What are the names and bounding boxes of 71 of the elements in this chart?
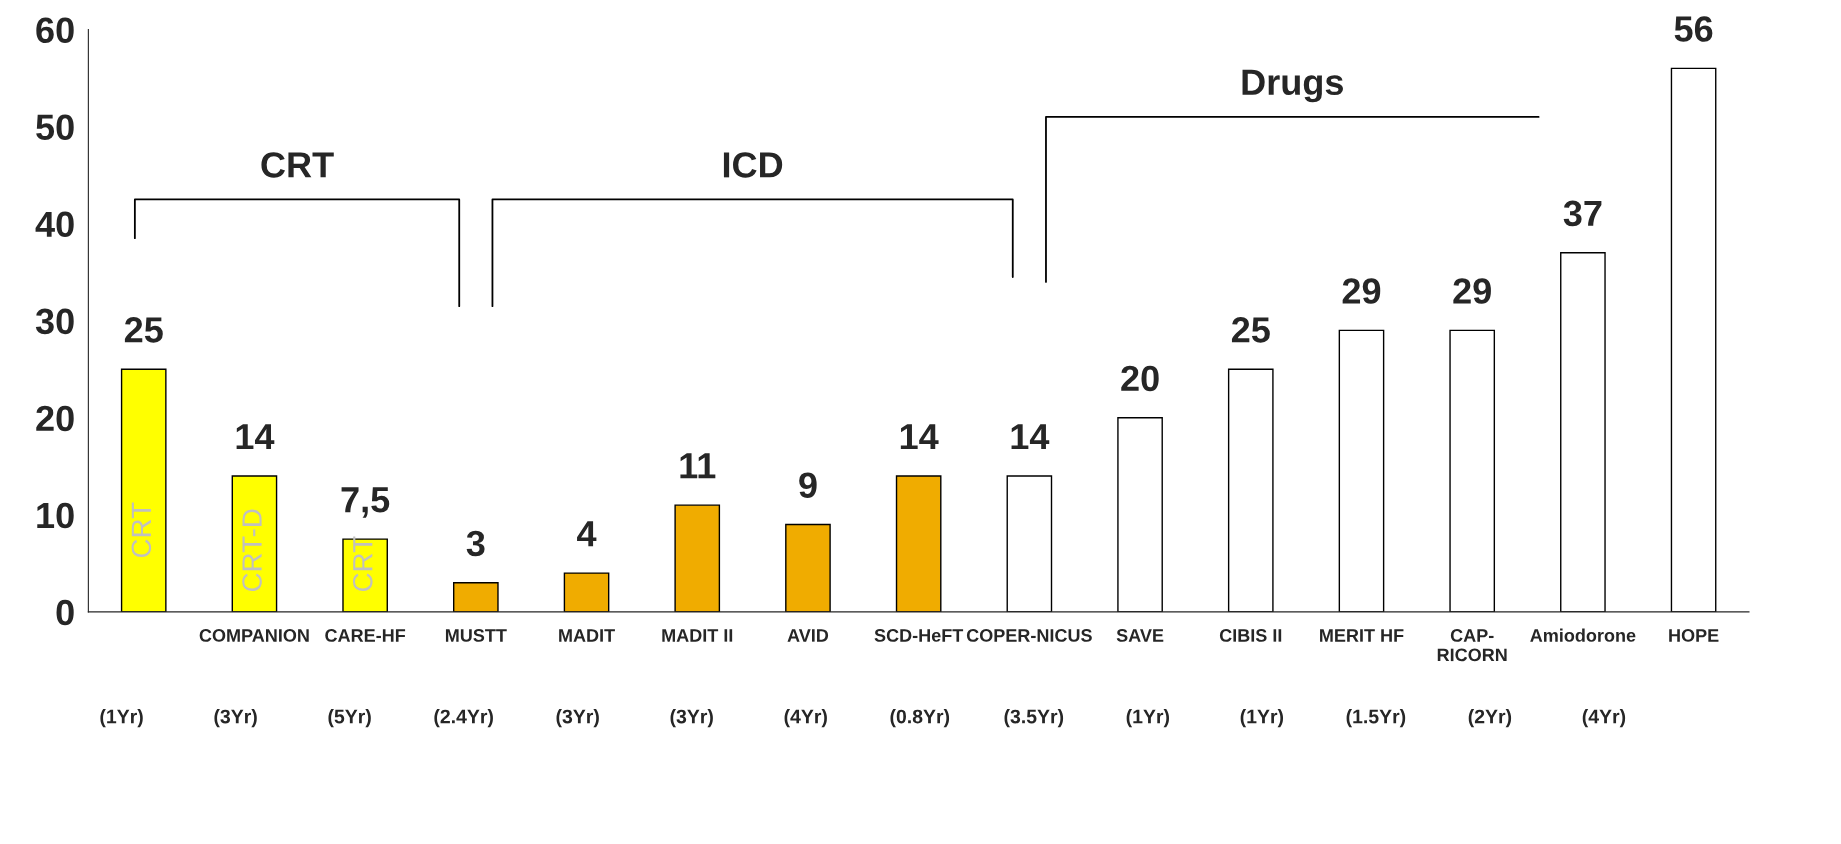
x-tick-label: MERIT HF: [1320, 629, 1404, 642]
text: (5Yr): [328, 709, 371, 728]
x-tick-label: Amiodorone: [1530, 628, 1636, 642]
text: (4Yr): [1582, 709, 1626, 728]
x-tick-label: CARE-HF: [325, 629, 406, 642]
x-tick-label: SCD-HeFT: [874, 629, 964, 642]
data-label: 37: [1563, 200, 1602, 227]
text: (3.5Yr): [1004, 709, 1064, 728]
bar: [1227, 368, 1274, 612]
bar: [1449, 329, 1496, 612]
y-tick-label: 60: [36, 17, 74, 43]
bar: [674, 504, 721, 612]
bar: [120, 368, 167, 612]
y-tick-label: 0: [56, 599, 74, 626]
data-label: 20: [1121, 365, 1159, 392]
x-tick-label: SAVE: [1116, 629, 1164, 642]
data-label: 14: [900, 424, 939, 450]
bar: [1006, 475, 1053, 612]
data-label: 4: [577, 521, 597, 547]
bar: [785, 523, 831, 612]
text: (4Yr): [784, 709, 827, 728]
x-tick-label: COMPANION: [199, 629, 309, 642]
text: (3Yr): [670, 709, 713, 728]
x-tick-label: COPER-NICUS: [966, 629, 1092, 642]
text: (2.4Yr): [434, 709, 493, 728]
annotation: CRT: [261, 152, 334, 178]
data-label: 56: [1674, 16, 1713, 42]
annotation: CRT: [131, 502, 152, 558]
data-label: 25: [1231, 317, 1270, 343]
text: (1Yr): [1126, 709, 1169, 728]
y-tick-label: 50: [36, 114, 74, 141]
data-label: 29: [1453, 278, 1491, 304]
data-label: 11: [680, 453, 716, 479]
annotation: Drugs: [1242, 69, 1343, 103]
data-label: 25: [124, 317, 163, 343]
bar: [231, 475, 278, 612]
bar: [1560, 252, 1606, 612]
annotation: ICD: [723, 152, 783, 178]
text: (1Yr): [1240, 709, 1284, 728]
bar: [453, 582, 499, 612]
bar: [895, 475, 942, 612]
x-tick-label: AVID: [787, 629, 829, 642]
text: (1Yr): [100, 709, 143, 728]
data-label: 3: [466, 530, 485, 557]
y-tick-label: 40: [35, 211, 74, 238]
data-label: 9: [799, 472, 817, 498]
bar: [563, 572, 610, 612]
bar: [1117, 417, 1163, 612]
y-tick-label: 10: [37, 502, 74, 529]
data-label: 14: [236, 424, 275, 450]
x-tick-label: MADIT II: [662, 629, 733, 642]
annotation: CRT: [352, 536, 373, 592]
bar: [1670, 67, 1717, 612]
data-label: 14: [1011, 424, 1050, 450]
annotation: CRT-D: [242, 509, 262, 592]
y-tick-label: 30: [35, 308, 74, 335]
text: (0.8Yr): [890, 709, 950, 728]
x-tick-label: HOPE: [1669, 629, 1719, 642]
bar: [342, 538, 388, 612]
data-label: 7,5: [341, 487, 390, 518]
text: (1.5Yr): [1346, 709, 1406, 728]
x-tick-label: MUSTT: [445, 629, 507, 642]
bar: [1338, 329, 1385, 612]
x-tick-label: CAP- RICORN: [1437, 629, 1507, 662]
text: (3Yr): [214, 709, 257, 728]
x-tick-label: CIBIS II: [1219, 629, 1282, 642]
y-tick-label: 20: [36, 405, 74, 432]
text: (2Yr): [1468, 709, 1512, 728]
text: (3Yr): [556, 709, 599, 728]
x-tick-label: MADIT: [559, 629, 615, 642]
data-label: 29: [1342, 278, 1381, 304]
